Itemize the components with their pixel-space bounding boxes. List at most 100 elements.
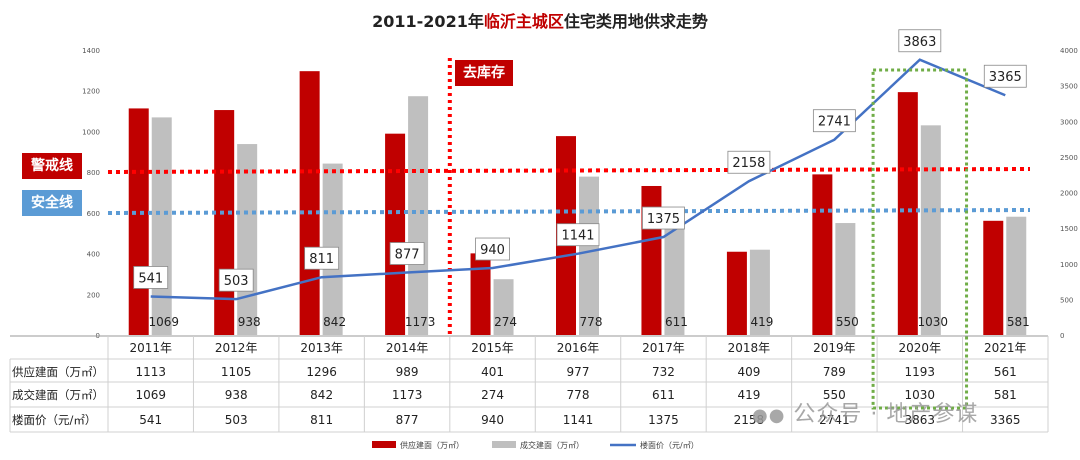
- table-cell: 541: [139, 413, 162, 427]
- right-tick-label: 500: [1060, 296, 1073, 304]
- table-header-cell: 2019年: [813, 341, 856, 355]
- right-tick-label: 2000: [1060, 190, 1078, 198]
- highlight-box: [871, 68, 969, 410]
- destock-badge: 去库存: [455, 60, 513, 86]
- deal-bar-label: 581: [1007, 315, 1030, 329]
- deal-bar: [1006, 216, 1027, 335]
- price-label: 2741: [818, 115, 851, 130]
- right-tick-label: 0: [1060, 332, 1064, 340]
- supply-bar: [214, 110, 235, 335]
- deal-bar: [664, 210, 685, 335]
- table-cell: 401: [481, 365, 504, 379]
- table-header-cell: 2018年: [728, 341, 771, 355]
- table-header-cell: 2014年: [386, 341, 429, 355]
- table-cell: 409: [737, 365, 760, 379]
- table-cell: 1105: [221, 365, 252, 379]
- table-cell: 561: [994, 365, 1017, 379]
- deal-bar: [920, 125, 941, 335]
- price-label: 503: [224, 274, 249, 289]
- price-label-box: [304, 246, 340, 270]
- supply-bar: [128, 108, 149, 335]
- deal-bar: [151, 117, 172, 335]
- table-cell: 1193: [905, 365, 936, 379]
- deal-bar-label: 274: [494, 315, 517, 329]
- price-label: 2158: [732, 156, 765, 171]
- table-cell: 581: [994, 388, 1017, 402]
- left-tick-label: 800: [87, 169, 100, 177]
- table-cell: 732: [652, 365, 675, 379]
- table-cell: 3863: [905, 413, 936, 427]
- price-label-box: [475, 237, 510, 261]
- price-label-box: [389, 242, 425, 265]
- table-header-cell: 2016年: [557, 341, 600, 355]
- table-header-cell: 2017年: [642, 341, 685, 355]
- table-row-label: 楼面价（元/㎡）: [12, 413, 96, 427]
- safety-line: [107, 208, 1031, 215]
- table-cell: 3365: [990, 413, 1021, 427]
- left-tick-label: 400: [87, 251, 100, 259]
- table-cell: 550: [823, 388, 846, 402]
- table-cell: 877: [396, 413, 419, 427]
- table-row-label: 供应建面（万㎡）: [12, 365, 104, 379]
- table-header-cell: 2011年: [129, 341, 172, 355]
- price-label: 1141: [561, 229, 594, 244]
- legend-price-label: 楼面价（元/㎡）: [640, 440, 699, 450]
- supply-bar: [983, 220, 1004, 335]
- right-tick-label: 2500: [1060, 154, 1078, 162]
- price-label-box: [218, 268, 254, 292]
- deal-bar: [408, 96, 429, 335]
- legend-supply-label: 供应建面（万㎡）: [400, 440, 464, 450]
- price-label-box: [812, 109, 856, 133]
- table-header-cell: 2020年: [899, 341, 942, 355]
- price-label-box: [556, 223, 600, 247]
- deal-bar-label: 1030: [918, 315, 949, 329]
- table-cell: 940: [481, 413, 504, 427]
- right-tick-label: 1500: [1060, 225, 1078, 233]
- table-cell: 274: [481, 388, 504, 402]
- price-label: 541: [138, 271, 163, 286]
- right-tick-label: 3000: [1060, 118, 1078, 126]
- deal-bar: [579, 176, 599, 335]
- supply-bar: [299, 71, 320, 336]
- price-label-box: [898, 29, 942, 53]
- table-cell: 1030: [905, 388, 936, 402]
- legend-supply-swatch: [372, 441, 396, 448]
- deal-bar: [835, 223, 856, 335]
- chart-title: 2011-2021年临沂主城区住宅类用地供求走势: [0, 8, 1080, 32]
- supply-bar: [726, 251, 747, 335]
- deal-bar-label: 611: [665, 315, 688, 329]
- table-cell: 1375: [648, 413, 679, 427]
- left-tick-label: 1200: [82, 88, 100, 96]
- supply-bar: [897, 92, 918, 335]
- table-cell: 1113: [135, 365, 166, 379]
- left-tick-label: 1000: [82, 128, 100, 136]
- price-line: [150, 58, 1006, 301]
- deal-bar-label: 550: [836, 315, 859, 329]
- table-cell: 503: [225, 413, 248, 427]
- deal-bar-label: 1173: [405, 315, 436, 329]
- price-label: 940: [480, 243, 505, 258]
- table-cell: 789: [823, 365, 846, 379]
- deal-bar: [493, 279, 514, 335]
- table-cell: 938: [225, 388, 248, 402]
- table-cell: 2741: [819, 413, 850, 427]
- table-cell: 2158: [734, 413, 765, 427]
- table-cell: 1173: [392, 388, 423, 402]
- supply-bar: [470, 253, 491, 335]
- deal-bar-label: 419: [750, 315, 773, 329]
- deal-bar-label: 842: [323, 315, 346, 329]
- price-label: 877: [395, 248, 420, 263]
- title-highlight: 临沂主城区: [483, 12, 564, 31]
- deal-bar-label: 778: [580, 315, 603, 329]
- table-cell: 842: [310, 388, 333, 402]
- supply-bar: [812, 174, 833, 335]
- price-label: 1375: [647, 212, 680, 227]
- table-row-label: 成交建面（万㎡）: [12, 388, 104, 402]
- legend-deal-label: 成交建面（万㎡）: [520, 440, 584, 450]
- table-header-cell: 2021年: [984, 341, 1027, 355]
- warning-line: [107, 167, 1031, 174]
- price-label: 3863: [903, 35, 936, 50]
- table-header-cell: 2015年: [471, 341, 514, 355]
- table-cell: 989: [396, 365, 419, 379]
- table-header-cell: 2012年: [215, 341, 258, 355]
